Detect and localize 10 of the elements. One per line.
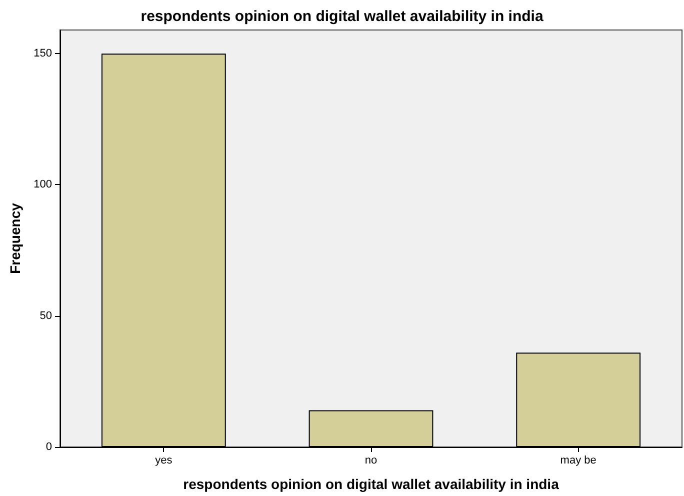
x-axis-title: respondents opinion on digital wallet availability in india bbox=[183, 476, 560, 492]
y-axis-title: Frequency bbox=[7, 202, 23, 274]
x-tick-label: no bbox=[364, 454, 378, 466]
chart-title: respondents opinion on digital wallet availability in india bbox=[140, 8, 544, 25]
y-tick-label: 150 bbox=[34, 48, 52, 60]
y-tick-label: 50 bbox=[40, 310, 52, 322]
y-tick-label: 0 bbox=[46, 441, 52, 453]
x-tick-label: yes bbox=[155, 454, 173, 466]
x-tick-label: may be bbox=[560, 454, 596, 466]
y-tick-label: 100 bbox=[34, 178, 52, 191]
